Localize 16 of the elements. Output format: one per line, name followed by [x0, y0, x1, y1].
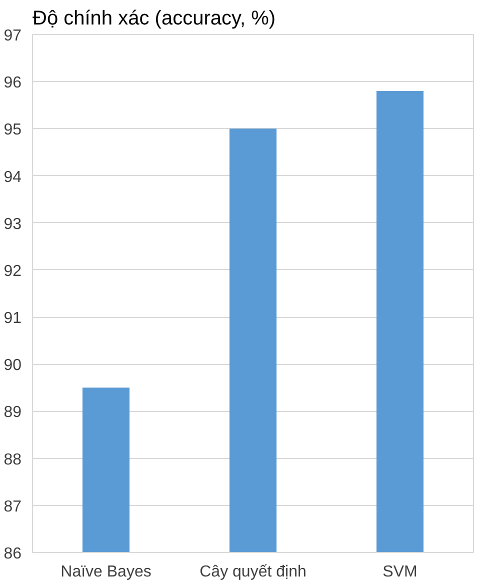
x-tick-label: SVM [382, 564, 418, 580]
y-tick-label: 94 [4, 168, 22, 186]
y-tick-label: 92 [4, 262, 22, 280]
y-tick-label: 90 [4, 357, 22, 374]
x-tick-label: Cây quyết định [200, 564, 306, 580]
chart-title: Độ chính xác (accuracy, %) [32, 8, 276, 30]
y-tick-label: 96 [4, 74, 22, 92]
y-tick-label: 91 [4, 310, 22, 328]
y-tick-label: 88 [4, 451, 22, 468]
y-tick-label: 87 [4, 498, 22, 516]
y-tick-label: 97 [4, 28, 22, 44]
y-tick-label: 95 [4, 122, 22, 139]
y-tick-label: 93 [4, 216, 22, 233]
x-tick-label: Naïve Bayes [60, 564, 152, 580]
y-tick-label: 89 [4, 404, 22, 422]
y-tick-label: 86 [4, 546, 22, 562]
